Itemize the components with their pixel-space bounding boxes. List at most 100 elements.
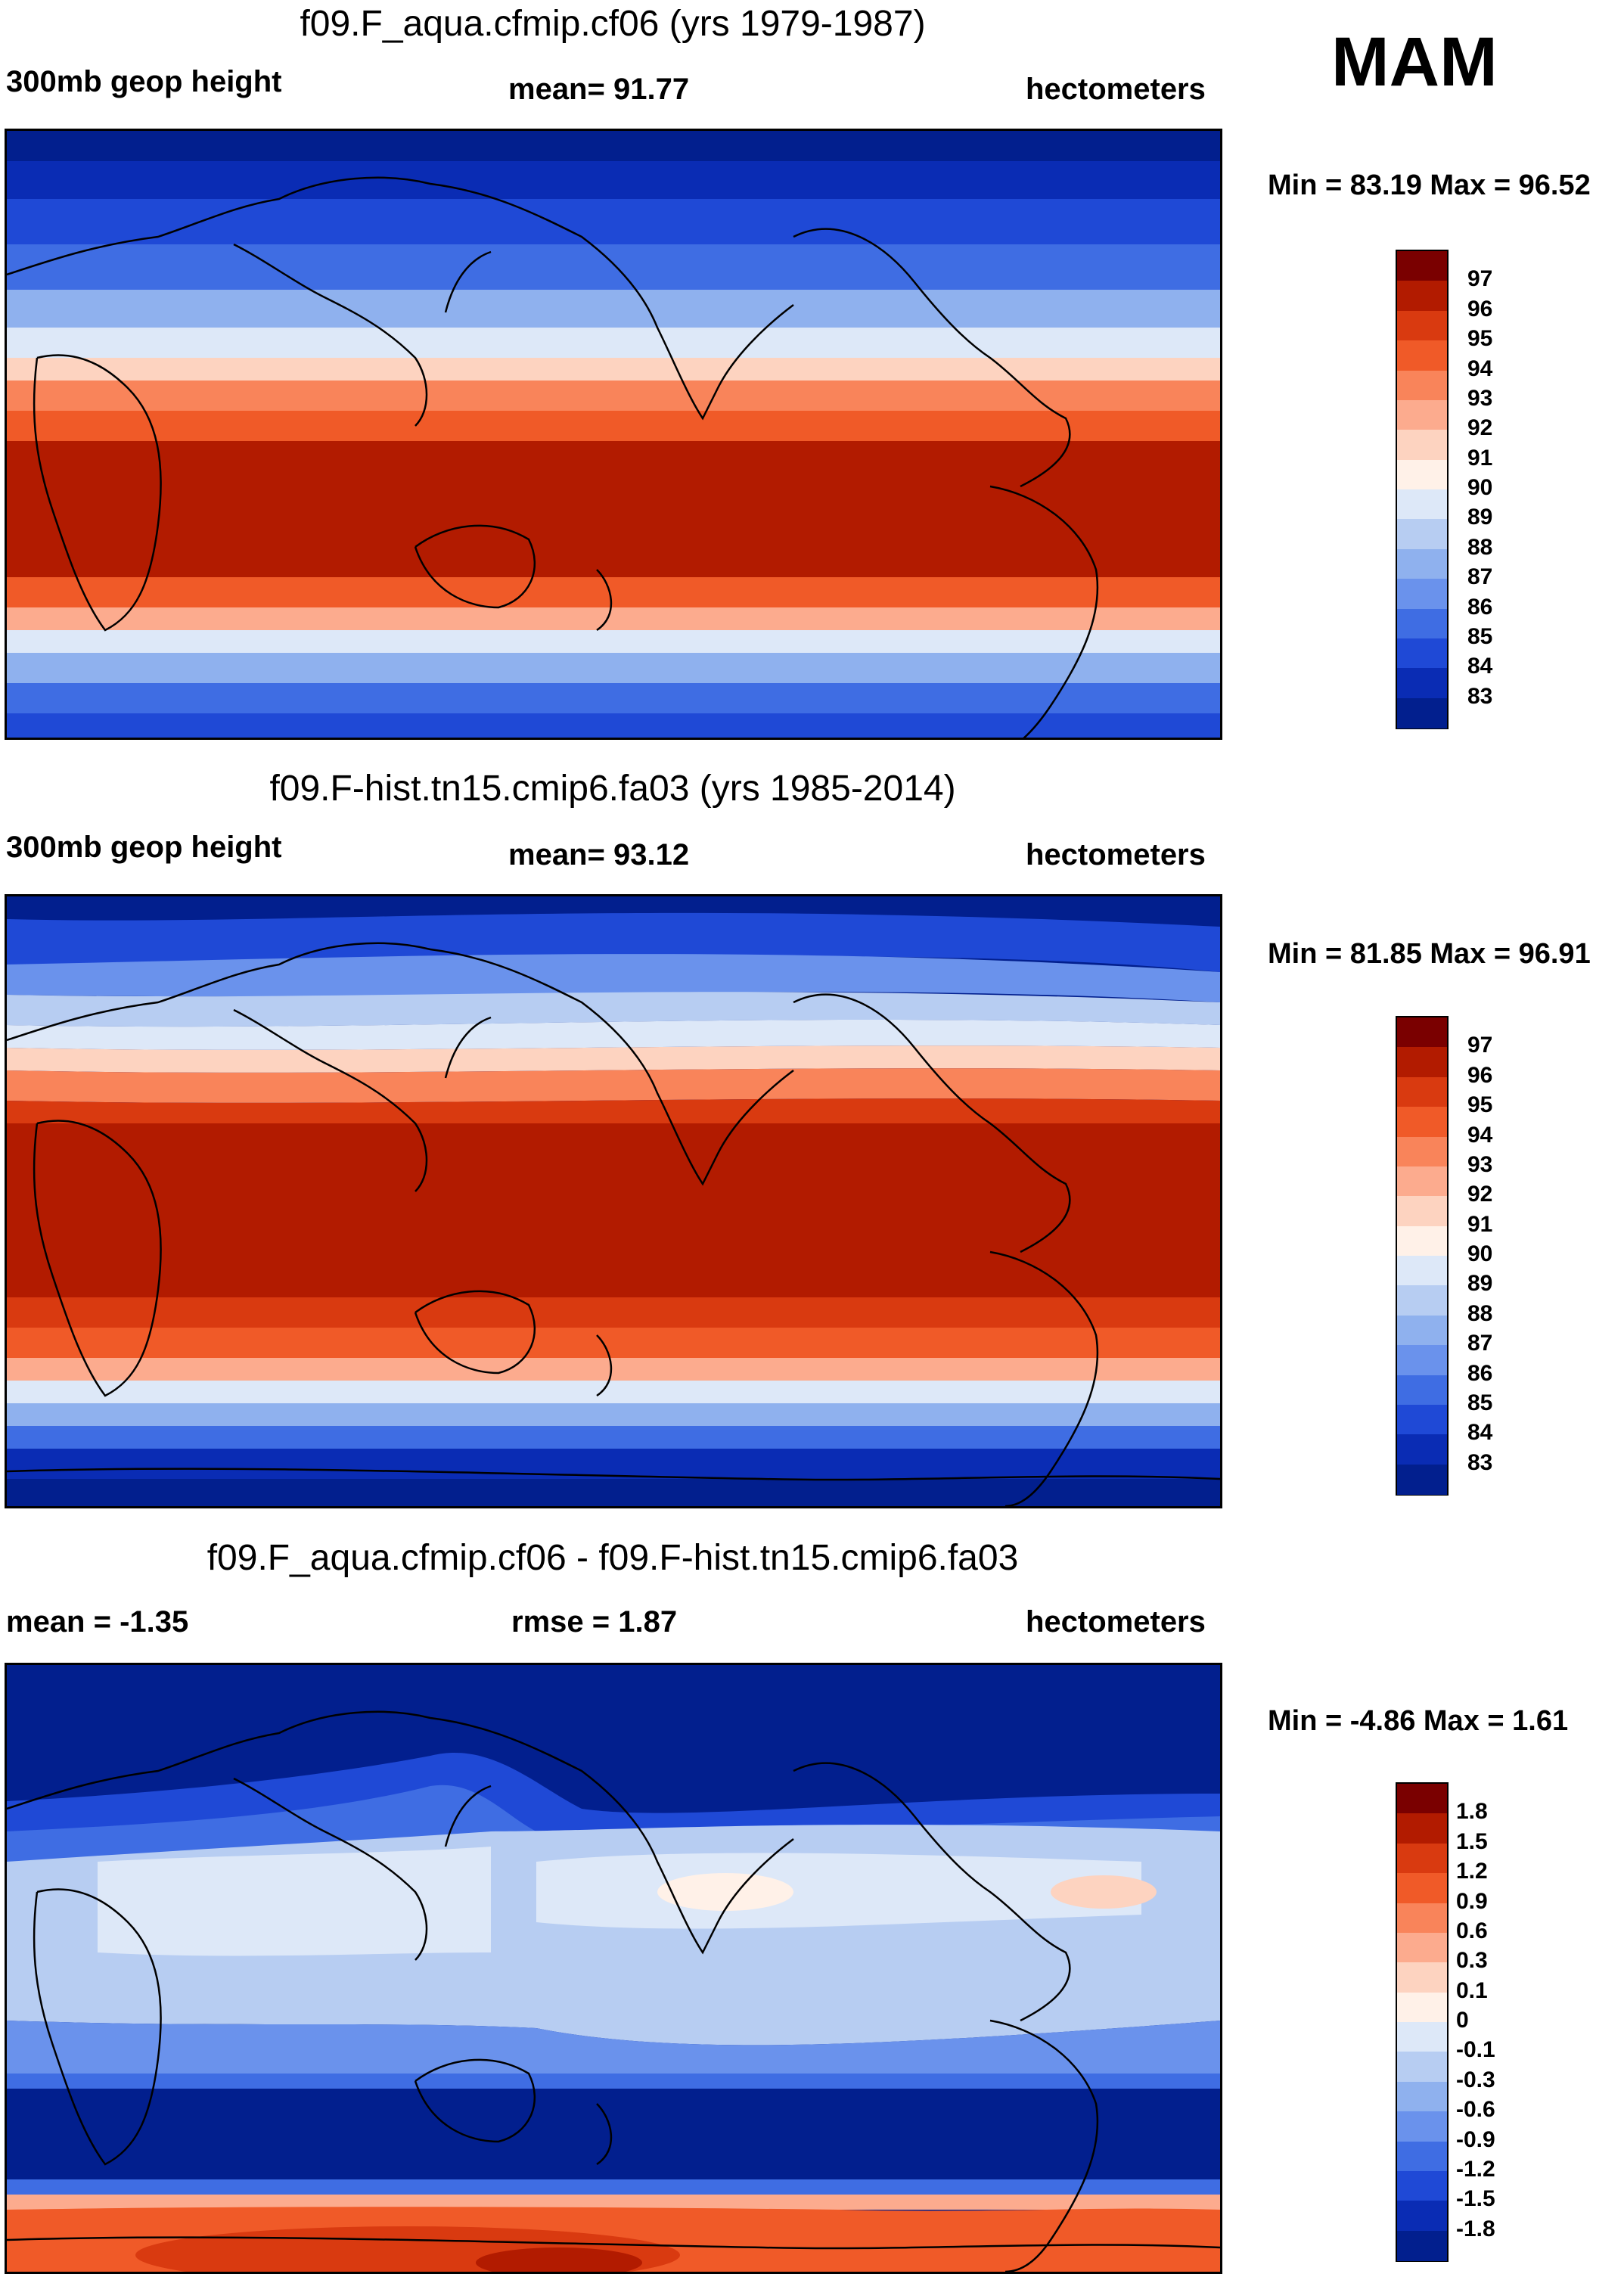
panel-3-rmse-label: rmse = 1.87: [511, 1605, 678, 1639]
panel-1-colorbar-swatch: [1397, 459, 1447, 490]
panel-1-colorbar-tick-label: 92: [1467, 415, 1493, 441]
panel-2-colorbar-tick-label: 92: [1467, 1182, 1493, 1207]
panel-3-colorbar-tick-label: 0.6: [1456, 1918, 1488, 1943]
panel-2-colorbar-swatch: [1397, 1315, 1447, 1346]
panel-1-colorbar-tick-label: 93: [1467, 385, 1493, 411]
panel-1-colorbar-tick-label: 86: [1467, 594, 1493, 620]
panel-2-colorbar-swatch: [1397, 1196, 1447, 1227]
panel-1-colorbar-tick-label: 83: [1467, 683, 1493, 709]
panel-3-colorbar-swatch: [1397, 1813, 1447, 1844]
panel-3-colorbar-tick-label: 0.9: [1456, 1888, 1488, 1914]
panel-3-colorbar-swatch: [1397, 2230, 1447, 2261]
panel-3-colorbar-tick-label: -1.8: [1456, 2216, 1495, 2241]
panel-2-minmax: Min = 81.85 Max = 96.91: [1268, 938, 1591, 970]
panel-2-colorbar-tick-label: 97: [1467, 1033, 1493, 1058]
panel-1-colorbar-swatch: [1397, 281, 1447, 312]
panel-3-minmax: Min = -4.86 Max = 1.61: [1268, 1705, 1569, 1737]
panel-3-mean-label: mean = -1.35: [6, 1605, 189, 1639]
panel-2-colorbar-tick-label: 93: [1467, 1151, 1493, 1177]
panel-3-colorbar-swatch: [1397, 1784, 1447, 1814]
panel-1-colorbar-tick-label: 94: [1467, 356, 1493, 381]
panel-2-colorbar-swatch: [1397, 1225, 1447, 1257]
panel-3-colorbar-swatch: [1397, 2111, 1447, 2142]
panel-1-units-label: hectometers: [1026, 73, 1206, 106]
panel-1-colorbar-tick-label: 96: [1467, 296, 1493, 322]
panel-2-colorbar-tick-label: 91: [1467, 1211, 1493, 1237]
panel-3-colorbar-swatch: [1397, 1932, 1447, 1963]
panel-3-colorbar-labels: 1.8 1.5 1.2 0.9 0.6 0.3 0.1 0 -0.1 -0.3 …: [1456, 1782, 1562, 2262]
panel-2-colorbar-tick-label: 83: [1467, 1449, 1493, 1475]
panel-3-colorbar-tick-label: -0.9: [1456, 2126, 1495, 2152]
panel-2-colorbar-tick-label: 87: [1467, 1331, 1493, 1356]
panel-2-colorbar-swatch: [1397, 1017, 1447, 1048]
panel-1-colorbar-swatch: [1397, 697, 1447, 728]
panel-3-colorbar-swatch: [1397, 2201, 1447, 2232]
panel-2-colorbar-tick-label: 84: [1467, 1420, 1493, 1446]
panel-1-variable-label: 300mb geop height: [6, 65, 282, 98]
panel-3-colorbar-tick-label: -1.2: [1456, 2156, 1495, 2182]
panel-1-colorbar-swatch: [1397, 370, 1447, 401]
season-label: MAM: [1331, 23, 1498, 101]
panel-2-colorbar-swatch: [1397, 1434, 1447, 1465]
panel-1-minmax: Min = 83.19 Max = 96.52: [1268, 169, 1591, 201]
panel-3-colorbar-swatch: [1397, 2141, 1447, 2172]
panel-1-colorbar-tick-label: 91: [1467, 445, 1493, 471]
panel-3-colorbar-tick-label: 1.5: [1456, 1828, 1488, 1854]
panel-1-colorbar-swatch: [1397, 399, 1447, 430]
panel-3-colorbar-swatch: [1397, 1843, 1447, 1874]
panel-3-colorbar-swatch: [1397, 2022, 1447, 2052]
panel-1-colorbar-swatch: [1397, 608, 1447, 639]
panel-1-colorbar-swatch: [1397, 340, 1447, 371]
panel-1-colorbar-swatch: [1397, 638, 1447, 669]
panel-1-colorbar-tick-label: 88: [1467, 534, 1493, 560]
panel-2-colorbar-tick-label: 85: [1467, 1390, 1493, 1415]
panel-3-colorbar-tick-label: -0.1: [1456, 2037, 1495, 2063]
panel-3-colorbar-tick-label: 1.2: [1456, 1859, 1488, 1884]
panel-2-title: f09.F-hist.tn15.cmip6.fa03 (yrs 1985-201…: [269, 769, 956, 809]
panel-2-colorbar-tick-label: 94: [1467, 1122, 1493, 1148]
panel-1-colorbar-tick-label: 97: [1467, 266, 1493, 292]
panel-3-colorbar-tick-label: -0.3: [1456, 2067, 1495, 2092]
panel-3-colorbar-swatch: [1397, 1903, 1447, 1934]
panel-3-colorbar-tick-label: 0.1: [1456, 1977, 1488, 2003]
panel-3-colorbar-tick-label: -1.5: [1456, 2186, 1495, 2212]
panel-2-variable-label: 300mb geop height: [6, 831, 282, 864]
panel-1-coastlines: [7, 176, 1099, 738]
panel-2-map: [5, 894, 1222, 1508]
panel-2-colorbar: [1396, 1016, 1449, 1496]
panel-2-colorbar-swatch: [1397, 1107, 1447, 1137]
panel-3-colorbar: [1396, 1782, 1449, 2262]
panel-3-coastlines: [7, 1710, 1220, 2272]
panel-3-colorbar-swatch: [1397, 2052, 1447, 2083]
panel-2-colorbar-tick-label: 95: [1467, 1092, 1493, 1118]
panel-2-contour-field: [7, 896, 1220, 1506]
panel-3-colorbar-swatch: [1397, 1992, 1447, 2023]
panel-2-colorbar-swatch: [1397, 1166, 1447, 1197]
panel-2-colorbar-swatch: [1397, 1076, 1447, 1107]
panel-1-colorbar-swatch: [1397, 548, 1447, 579]
panel-1-colorbar-swatch: [1397, 430, 1447, 461]
panel-2-colorbar-swatch: [1397, 1285, 1447, 1316]
panel-1-colorbar-tick-label: 89: [1467, 505, 1493, 530]
panel-1-colorbar-tick-label: 84: [1467, 654, 1493, 679]
panel-1-colorbar-tick-label: 85: [1467, 623, 1493, 649]
panel-2-colorbar-labels: 97 96 95 94 93 92 91 90 89 88 87 86 85 8…: [1467, 1016, 1558, 1496]
panel-3-units-label: hectometers: [1026, 1605, 1206, 1639]
panel-2-colorbar-tick-label: 90: [1467, 1241, 1493, 1266]
panel-1-colorbar-swatch: [1397, 310, 1447, 341]
panel-3-title: f09.F_aqua.cfmip.cf06 - f09.F-hist.tn15.…: [206, 1538, 1019, 1578]
panel-2-colorbar-swatch: [1397, 1256, 1447, 1286]
panel-1-colorbar-labels: 97 96 95 94 93 92 91 90 89 88 87 86 85 8…: [1467, 250, 1558, 729]
panel-1-colorbar-tick-label: 95: [1467, 326, 1493, 352]
panel-3-map: [5, 1663, 1222, 2274]
panel-3-contour-field: [7, 1665, 1220, 2272]
panel-2-colorbar-swatch: [1397, 1404, 1447, 1435]
panel-3-colorbar-tick-label: 0.3: [1456, 1948, 1488, 1974]
panel-3-colorbar-swatch: [1397, 1962, 1447, 1993]
panel-1-colorbar: [1396, 250, 1449, 729]
panel-1-title: f09.F_aqua.cfmip.cf06 (yrs 1979-1987): [300, 4, 926, 44]
panel-1-mean-label: mean= 91.77: [508, 73, 690, 106]
panel-2-units-label: hectometers: [1026, 838, 1206, 871]
panel-1-colorbar-swatch: [1397, 668, 1447, 699]
panel-3-colorbar-tick-label: -0.6: [1456, 2097, 1495, 2123]
